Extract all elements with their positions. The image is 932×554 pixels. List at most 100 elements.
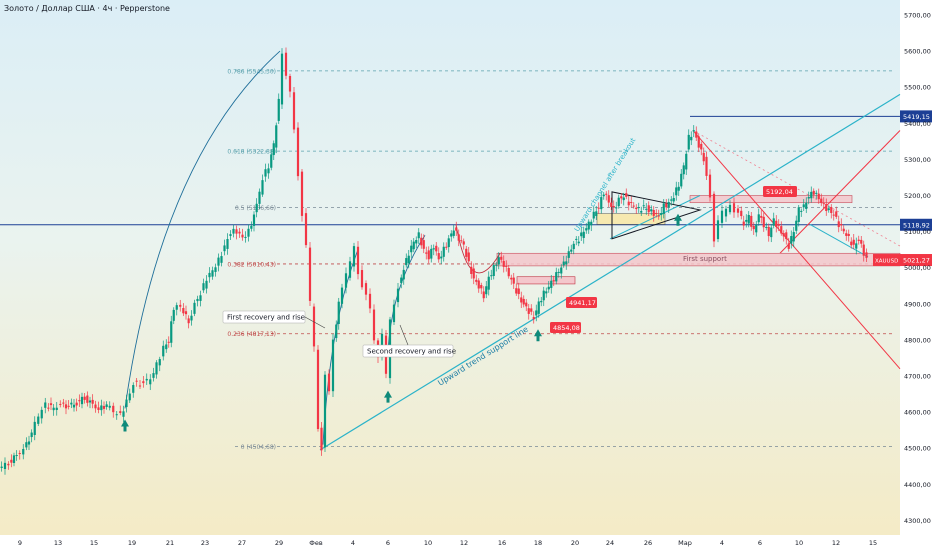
candle-body [477, 280, 480, 289]
candle-body [745, 219, 748, 222]
candle-body [119, 411, 122, 413]
candle-body [862, 244, 865, 256]
candle-body [785, 232, 788, 240]
candle-body [747, 214, 750, 224]
candle-body [352, 246, 356, 267]
candle-body [492, 265, 495, 277]
chart-background [0, 0, 900, 535]
candle-body [662, 203, 665, 214]
candle-body [617, 197, 620, 207]
candle-body [172, 309, 175, 321]
candle-body [835, 211, 838, 217]
candle-body [782, 233, 785, 237]
candle-body [288, 76, 292, 92]
candle-body [865, 252, 868, 258]
candle-body [128, 393, 131, 401]
candle-body [777, 223, 780, 226]
support-zone-4941 [516, 276, 576, 285]
candle-body [805, 202, 808, 209]
top-line-value: 5419,15 [903, 113, 930, 121]
box-5192-label: 5192,04 [766, 188, 793, 196]
candle-body [407, 255, 410, 264]
fib-level-label: 0.236 (4817,13) [227, 331, 276, 338]
candle-body [732, 203, 736, 213]
y-tick-label: 4700,00 [904, 373, 931, 381]
candle-body [565, 261, 568, 265]
candle-body [842, 228, 845, 232]
box-4941-label: 4941,17 [569, 299, 596, 307]
candle-body [30, 432, 33, 438]
candle-body [724, 208, 728, 217]
candle-body [292, 92, 296, 130]
candle-body [33, 421, 36, 435]
box-4854-label: 4854,08 [553, 324, 580, 332]
candle-body [697, 136, 700, 148]
candle-body [708, 174, 712, 198]
candle-body [827, 208, 830, 211]
x-tick-label: Фев [309, 539, 323, 547]
candle-body [0, 466, 3, 468]
x-tick-label: 18 [534, 539, 542, 547]
fib-level-label: 0.786 (5545,30) [227, 68, 276, 75]
candle-body [517, 288, 520, 295]
candle-body [577, 241, 580, 244]
candle-body [167, 341, 170, 343]
candle-body [304, 213, 308, 246]
y-tick-label: 5600,00 [904, 48, 931, 56]
candle-body [600, 197, 603, 210]
candle-body [587, 221, 590, 230]
candle-body [425, 252, 428, 254]
candle-body [67, 405, 70, 407]
candle-body [94, 404, 97, 409]
candle-body [832, 214, 835, 216]
candle-body [507, 267, 510, 277]
candle-body [410, 245, 413, 253]
first-support-label: First support [683, 255, 727, 263]
candle-body [775, 220, 778, 227]
y-tick-label: 4300,00 [904, 517, 931, 525]
candle-body [465, 248, 468, 257]
y-tick-label: 5300,00 [904, 156, 931, 164]
candle-body [196, 298, 199, 302]
x-tick-label: 27 [238, 539, 246, 547]
candle-body [125, 399, 128, 408]
x-tick-label: 13 [54, 539, 62, 547]
y-tick-label: 4900,00 [904, 300, 931, 308]
candle-body [482, 291, 485, 299]
candle-body [535, 310, 538, 316]
candle-body [47, 407, 50, 409]
candle-body [158, 359, 161, 366]
candle-body [27, 441, 31, 445]
candle-body [845, 233, 848, 236]
candle-body [752, 225, 755, 230]
candle-body [585, 228, 588, 231]
candle-body [728, 204, 732, 213]
candle-body [765, 226, 768, 228]
candle-body [427, 250, 430, 260]
candle-body [760, 215, 763, 218]
up-arrow-icon [534, 329, 542, 342]
candle-body [335, 324, 338, 339]
candle-body [102, 405, 106, 409]
candle-body [635, 207, 638, 210]
candle-body [822, 202, 825, 204]
candle-body [211, 270, 214, 277]
candle-body [323, 374, 327, 448]
candle-body [261, 180, 264, 195]
candle-body [241, 234, 244, 238]
candle-body [308, 247, 312, 301]
descending-red-line [692, 130, 901, 370]
y-tick-label: 5200,00 [904, 192, 931, 200]
candle-body [625, 193, 628, 197]
box-4854-label-box [550, 322, 581, 333]
candle-body [422, 240, 425, 249]
candle-body [220, 256, 223, 263]
candle-body [25, 442, 28, 448]
x-tick-label: 15 [869, 539, 877, 547]
candle-body [692, 130, 695, 132]
candle-body [670, 199, 673, 201]
candle-body [455, 227, 458, 231]
candle-body [447, 238, 450, 248]
